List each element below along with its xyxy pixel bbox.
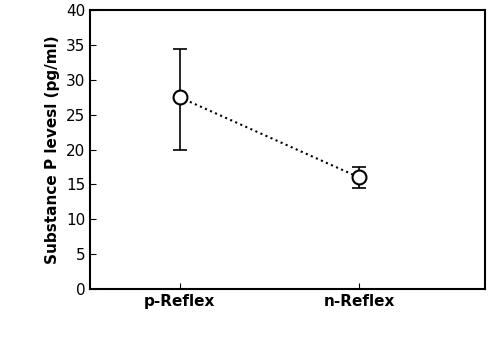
Y-axis label: Substance P levesl (pg/ml): Substance P levesl (pg/ml) bbox=[45, 35, 60, 264]
